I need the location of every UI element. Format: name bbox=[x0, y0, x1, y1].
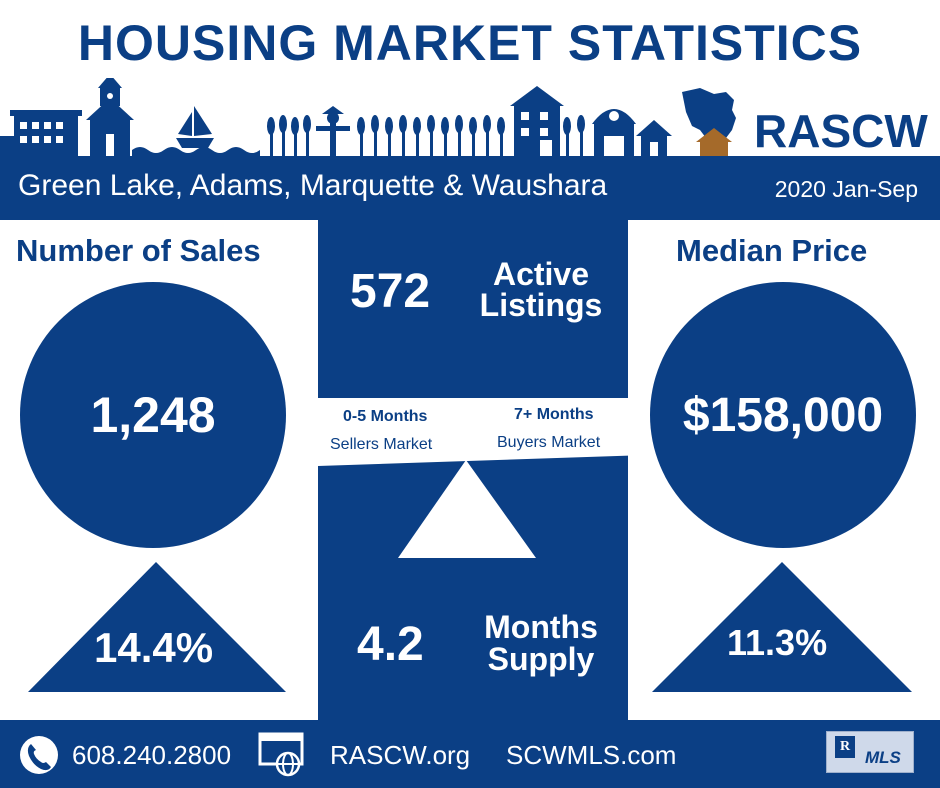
town-skyline-illustration bbox=[0, 78, 736, 158]
mls-badge: R MLS bbox=[826, 731, 914, 773]
sellers-range: 0-5 Months bbox=[343, 408, 428, 425]
page-title: HOUSING MARKET STATISTICS bbox=[77, 15, 863, 71]
footer: 608.240.2800 RASCW.org SCWMLS.com bbox=[0, 720, 940, 788]
sellers-market-label: Sellers Market bbox=[330, 436, 433, 453]
active-listings-label: Active Listings bbox=[479, 256, 603, 323]
price-value: $158,000 bbox=[682, 388, 884, 442]
sales-circle: 1,248 bbox=[20, 282, 286, 548]
realtor-r-icon: R bbox=[835, 736, 855, 758]
buyers-market-label: Buyers Market bbox=[497, 434, 601, 451]
scwmls-link[interactable]: SCWMLS.com bbox=[506, 740, 677, 770]
phone-number[interactable]: 608.240.2800 bbox=[72, 740, 232, 770]
mls-badge-text: MLS bbox=[865, 748, 901, 767]
sales-heading: Number of Sales bbox=[16, 233, 261, 268]
active-listings-value: 572 bbox=[350, 265, 431, 318]
price-heading: Median Price bbox=[676, 233, 868, 268]
region-name: Green Lake, Adams, Marquette & Waushara bbox=[18, 169, 608, 202]
web-icon bbox=[258, 732, 304, 777]
buyers-range: 7+ Months bbox=[514, 406, 594, 423]
months-supply-label: Months Supply bbox=[484, 609, 598, 677]
period-label: 2020 Jan-Sep bbox=[774, 176, 918, 202]
region-band: Green Lake, Adams, Marquette & Waushara … bbox=[0, 156, 940, 220]
brand-logo: RASCW bbox=[754, 105, 928, 157]
months-supply-value: 4.2 bbox=[357, 618, 424, 671]
rascw-link[interactable]: RASCW.org bbox=[330, 740, 471, 770]
phone-icon bbox=[20, 736, 58, 774]
price-circle: $158,000 bbox=[650, 282, 916, 548]
sales-change-value: 14.4% bbox=[94, 624, 214, 671]
sales-value: 1,248 bbox=[90, 387, 216, 443]
price-change-value: 11.3% bbox=[727, 622, 828, 663]
